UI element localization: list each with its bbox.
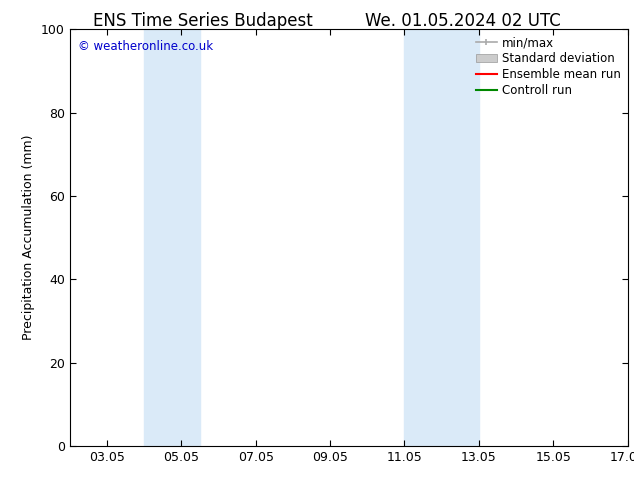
Text: We. 01.05.2024 02 UTC: We. 01.05.2024 02 UTC — [365, 12, 560, 30]
Bar — [404, 29, 479, 446]
Text: © weatheronline.co.uk: © weatheronline.co.uk — [78, 40, 213, 53]
Legend: min/max, Standard deviation, Ensemble mean run, Controll run: min/max, Standard deviation, Ensemble me… — [472, 33, 624, 101]
Bar — [144, 29, 200, 446]
Text: ENS Time Series Budapest: ENS Time Series Budapest — [93, 12, 313, 30]
Y-axis label: Precipitation Accumulation (mm): Precipitation Accumulation (mm) — [22, 135, 36, 341]
